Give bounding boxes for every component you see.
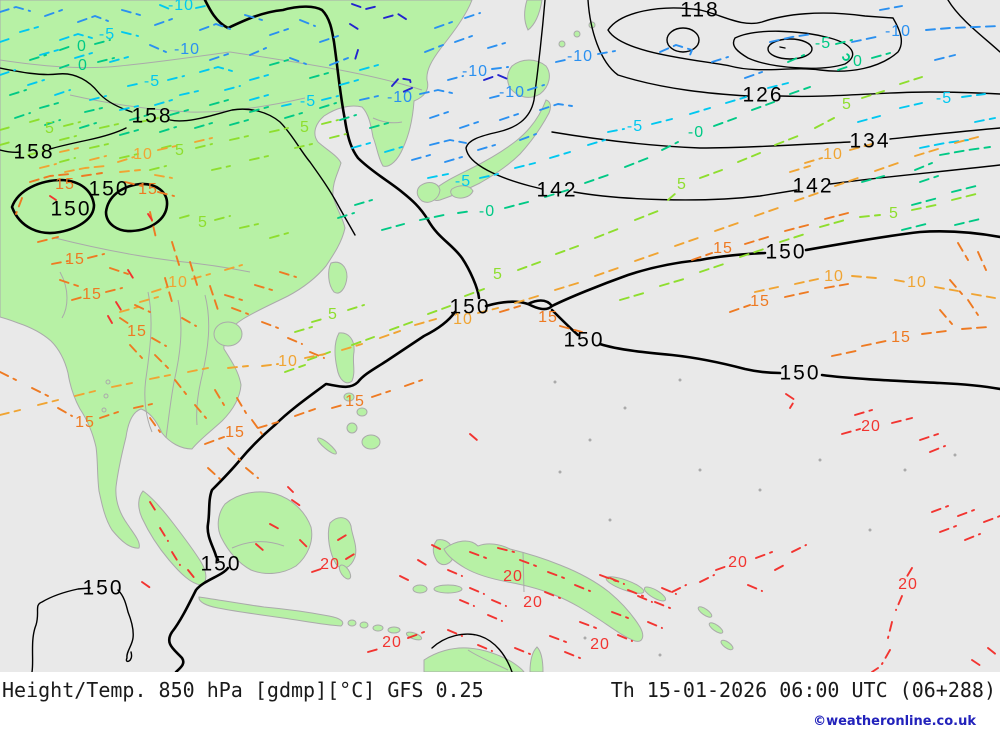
islet-dots <box>553 378 957 657</box>
land-bali <box>347 619 357 627</box>
land-honshu <box>430 99 551 201</box>
land-taiwan <box>328 261 348 294</box>
contour-150-branch-northeast <box>550 230 1000 308</box>
map-svg <box>0 0 1000 672</box>
contour-118-inner-2 <box>732 30 854 69</box>
land-cape-york <box>529 646 544 672</box>
land-new-guinea <box>443 540 644 642</box>
land-buru <box>412 584 428 594</box>
land-solomon-3 <box>720 639 734 651</box>
land-lombok <box>359 621 369 629</box>
temp-contours-plus15 <box>0 172 989 480</box>
contour-118-inner-3 <box>767 38 813 60</box>
land-shikoku <box>450 185 474 199</box>
land-hainan <box>213 321 243 347</box>
land-solomon-1 <box>697 606 713 618</box>
temp-contours-zero <box>9 39 991 231</box>
contour-150-branch-east <box>550 308 1000 391</box>
contour-158-north <box>0 67 356 236</box>
contour-150-trunk-southwest <box>167 310 457 672</box>
map-title: Height/Temp. 850 hPa [gdmp][°C] GFS 0.25 <box>2 678 484 702</box>
country-borders <box>0 51 525 671</box>
land-philippine-island <box>356 407 368 417</box>
land-philippine-island <box>346 422 358 434</box>
land-mindanao <box>361 434 381 450</box>
contour-150-tibet-east <box>104 182 169 233</box>
contour-150-australia-arc <box>431 633 513 672</box>
temp-contours-dark-blue <box>349 3 511 93</box>
land-asia-mainland <box>0 0 473 549</box>
land-hokkaido <box>507 59 550 98</box>
land-kuril-1 <box>558 40 566 48</box>
land-palawan <box>317 437 337 455</box>
landmasses <box>0 0 734 672</box>
land-solomon-2 <box>708 622 724 634</box>
contour-150-southwest-low <box>31 587 134 672</box>
land-luzon <box>334 332 355 384</box>
contour-118 <box>607 7 903 72</box>
contour-118-inner-1 <box>666 27 700 53</box>
contour-corner <box>947 0 1000 53</box>
land-andaman-2 <box>103 393 109 399</box>
temp-contours-minus10 <box>0 5 1000 163</box>
land-philippine-island <box>343 392 355 402</box>
land-java <box>198 596 344 627</box>
caption-bar: Height/Temp. 850 hPa [gdmp][°C] GFS 0.25… <box>0 672 1000 733</box>
land-borneo <box>217 491 313 574</box>
land-sulawesi-arm <box>338 564 352 580</box>
contour-126 <box>587 0 1000 98</box>
land-sulawesi <box>327 517 357 569</box>
land-andaman-1 <box>105 379 111 385</box>
land-sumbawa <box>372 624 384 632</box>
contour-158-west <box>0 127 127 154</box>
height-contour-lines <box>0 0 1000 672</box>
land-kyushu <box>416 182 441 203</box>
contour-134 <box>551 127 1000 149</box>
land-andaman-3 <box>101 407 107 413</box>
contour-150-tibet-west <box>10 178 96 235</box>
contour-150-knot <box>484 299 554 311</box>
weather-map: 118 126 134 142 142 150 150 150 150 150 150 150 150 1… <box>0 0 1000 672</box>
land-sakhalin <box>524 0 543 31</box>
land-seram <box>433 584 463 594</box>
temp-contours-minus5 <box>0 4 996 179</box>
temp-contours-plus10 <box>0 136 996 416</box>
map-timestamp: Th 15-01-2026 06:00 UTC (06+288) <box>610 678 996 702</box>
contour-150-trunk-north <box>203 0 481 300</box>
contour-118-dot <box>779 46 786 49</box>
land-kuril-2 <box>573 30 581 38</box>
temp-contours-plus5 <box>0 76 977 373</box>
land-new-ireland <box>643 586 667 602</box>
temp-contours-plus20 <box>49 195 1000 672</box>
copyright-link[interactable]: ©weatheronline.co.uk <box>813 714 976 729</box>
land-flores <box>387 626 401 634</box>
